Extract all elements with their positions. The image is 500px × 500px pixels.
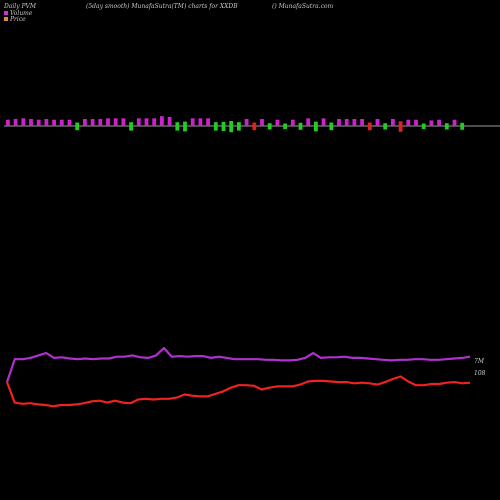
lower-line-label: 108 <box>474 370 486 377</box>
volume-bar <box>452 119 457 126</box>
volume-bar <box>113 118 118 126</box>
volume-bar <box>344 119 349 126</box>
volume-bar <box>267 123 272 130</box>
pvm-line <box>5 346 471 383</box>
volume-bar <box>237 122 241 131</box>
volume-bar <box>437 119 441 126</box>
volume-bar <box>44 119 49 126</box>
volume-bar <box>6 119 10 126</box>
volume-bar <box>352 119 357 126</box>
volume-bar <box>29 119 33 126</box>
legend-price-label: Price <box>9 16 26 23</box>
volume-bar <box>21 118 26 126</box>
header-center: (5day smooth) MunafaSutra(TM) charts for… <box>86 3 238 10</box>
volume-bar <box>129 122 133 131</box>
volume-bar <box>52 119 56 126</box>
volume-bar <box>298 122 303 130</box>
volume-bar <box>421 123 426 130</box>
volume-bar <box>252 122 257 131</box>
volume-bar <box>98 119 103 126</box>
volume-bar <box>275 119 280 126</box>
legend-volume-swatch <box>4 11 8 15</box>
upper-line-label: 7M <box>474 358 485 365</box>
volume-bar <box>290 119 295 126</box>
volume-bars <box>6 116 465 133</box>
volume-bar <box>337 119 341 126</box>
volume-bar <box>398 121 403 132</box>
volume-bar <box>67 119 72 126</box>
volume-bar <box>383 123 388 130</box>
volume-bar <box>375 119 380 126</box>
volume-bar <box>460 122 465 130</box>
volume-bar <box>36 119 41 126</box>
volume-bar <box>175 122 180 131</box>
volume-bar <box>183 121 187 132</box>
volume-bar <box>244 119 249 126</box>
volume-bar <box>367 122 372 131</box>
volume-bar <box>260 119 264 126</box>
volume-bar <box>360 119 364 126</box>
volume-bar <box>90 119 95 126</box>
volume-bar <box>306 118 311 126</box>
volume-bar <box>75 122 80 131</box>
volume-bar <box>190 118 195 126</box>
price-line <box>5 375 471 408</box>
volume-bar <box>136 118 141 126</box>
volume-bar <box>213 122 218 131</box>
volume-bar <box>121 118 126 126</box>
volume-bar <box>429 120 434 126</box>
volume-bar <box>444 123 449 130</box>
volume-bar <box>83 119 87 126</box>
volume-bar <box>144 118 149 126</box>
volume-bar <box>414 119 418 126</box>
volume-bar <box>160 116 164 126</box>
volume-bar <box>206 118 210 126</box>
pvm-lines <box>5 346 471 408</box>
volume-bar <box>321 118 326 126</box>
volume-bar <box>406 119 411 126</box>
header-right: () MunafaSutra.com <box>272 3 334 10</box>
volume-bar <box>106 118 110 126</box>
volume-bar <box>59 119 64 126</box>
volume-bar <box>329 122 334 131</box>
volume-bar <box>229 121 234 133</box>
volume-bar <box>13 119 18 126</box>
volume-bar <box>167 116 172 126</box>
volume-bar <box>152 118 157 126</box>
legend-volume-label: Volume <box>10 10 33 17</box>
legend-price-swatch <box>4 17 8 21</box>
volume-bar <box>221 121 226 131</box>
volume-bar <box>198 118 203 126</box>
volume-bar <box>283 123 287 130</box>
header-left: Daily PVM <box>3 3 37 10</box>
volume-bar <box>391 119 395 126</box>
volume-bar <box>314 121 318 132</box>
